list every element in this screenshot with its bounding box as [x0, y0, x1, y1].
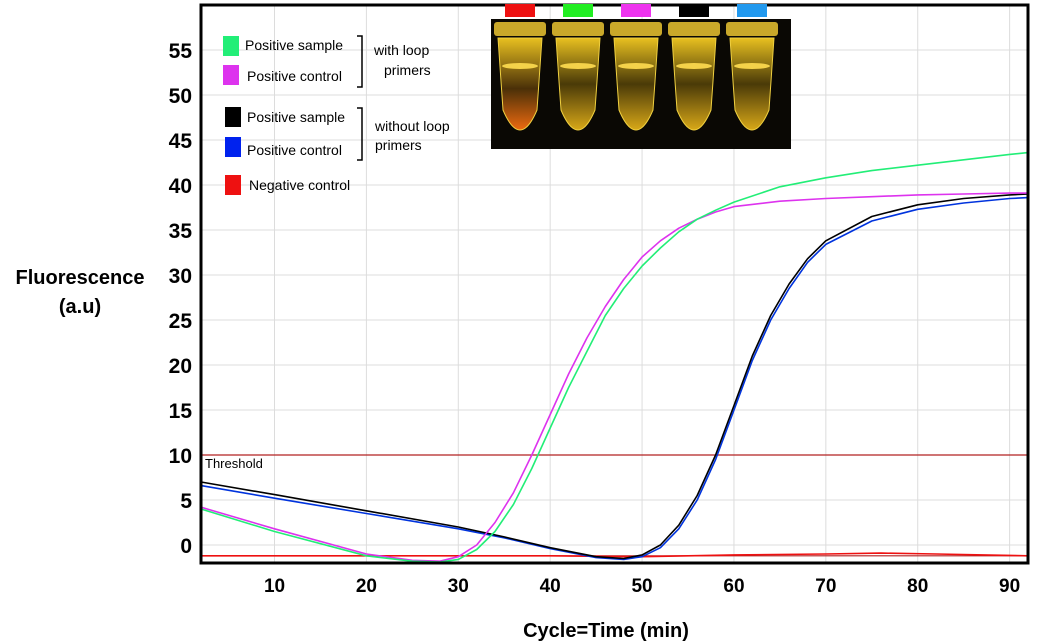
y-tick-label: 5	[180, 490, 192, 513]
plot-frame	[199, 3, 1030, 565]
tube-color-marker	[505, 4, 535, 17]
legend-swatch-green	[223, 36, 239, 56]
series-group	[200, 151, 1029, 563]
y-axis-title-line1: Fluorescence	[16, 267, 145, 289]
tube-meniscus	[560, 63, 596, 69]
tube-color-marker	[679, 4, 709, 17]
legend-label-positive-sample-2: Positive sample	[247, 109, 345, 125]
legend-bracket-2	[357, 107, 363, 161]
tube-photo-inset	[491, 4, 791, 149]
legend-label-positive-control-1: Positive control	[247, 68, 342, 84]
x-axis-title: Cycle=Time (min)	[523, 620, 689, 642]
x-tick-label: 20	[356, 576, 377, 597]
x-tick-label: 50	[631, 576, 652, 597]
legend: Positive sample Positive control with lo…	[223, 35, 450, 195]
y-axis-title-line2: (a.u)	[59, 296, 101, 318]
series-line-3	[200, 196, 1029, 561]
y-tick-label: 10	[169, 445, 192, 468]
legend-bracket-1	[357, 35, 363, 88]
y-axis-ticks: 0 5 10 15 20 25 30 35 40 45 50 55	[169, 40, 193, 558]
tube-color-marker	[737, 4, 767, 17]
tube-meniscus	[618, 63, 654, 69]
tube-body	[729, 37, 775, 131]
y-tick-label: 20	[169, 355, 192, 378]
legend-swatch-black	[225, 107, 241, 127]
legend-label-positive-control-2: Positive control	[247, 142, 342, 158]
y-tick-label: 45	[169, 130, 193, 153]
tube-meniscus	[676, 63, 712, 69]
tube-cap	[494, 22, 546, 36]
legend-group1-line2: primers	[384, 62, 431, 78]
tube-color-markers	[505, 4, 767, 17]
legend-group1-line1: with loop	[373, 42, 429, 58]
y-tick-label: 35	[169, 220, 193, 243]
legend-group2-line2: primers	[375, 137, 422, 153]
series-line-0	[200, 151, 1029, 563]
grid	[201, 5, 1028, 563]
x-tick-label: 10	[264, 576, 285, 597]
y-tick-label: 55	[169, 40, 193, 63]
y-tick-label: 50	[169, 85, 192, 108]
legend-swatch-blue	[225, 137, 241, 157]
y-tick-label: 15	[169, 400, 193, 423]
legend-label-negative-control: Negative control	[249, 177, 350, 193]
tube-cap	[726, 22, 778, 36]
series-line-4	[201, 552, 1029, 558]
tube-cap	[552, 22, 604, 36]
tube-body	[497, 37, 543, 131]
y-tick-label: 40	[169, 175, 192, 198]
series-line-2	[200, 193, 1029, 560]
tube-body	[555, 37, 601, 131]
legend-swatch-red	[225, 175, 241, 195]
x-tick-label: 70	[815, 576, 836, 597]
x-tick-label: 30	[448, 576, 469, 597]
series-line-1	[200, 192, 1028, 563]
tube-row	[494, 22, 778, 131]
tube-meniscus	[502, 63, 538, 69]
tube-color-marker	[563, 4, 593, 17]
y-tick-label: 30	[169, 265, 192, 288]
tube-color-marker	[621, 4, 651, 17]
x-axis-ticks: 10 20 30 40 50 60 70 80 90	[264, 576, 1020, 597]
y-tick-label: 25	[169, 310, 193, 333]
tube-meniscus	[734, 63, 770, 69]
x-tick-label: 80	[907, 576, 928, 597]
legend-label-positive-sample-1: Positive sample	[245, 37, 343, 53]
tube-cap	[610, 22, 662, 36]
tube-body	[613, 37, 659, 131]
tube-cap	[668, 22, 720, 36]
threshold-label: Threshold	[205, 456, 263, 471]
x-tick-label: 60	[723, 576, 744, 597]
tube-body	[671, 37, 717, 131]
x-tick-label: 90	[999, 576, 1020, 597]
legend-swatch-magenta	[223, 65, 239, 85]
x-tick-label: 40	[540, 576, 561, 597]
y-tick-label: 0	[180, 535, 192, 558]
legend-group2-line1: without loop	[374, 118, 450, 134]
